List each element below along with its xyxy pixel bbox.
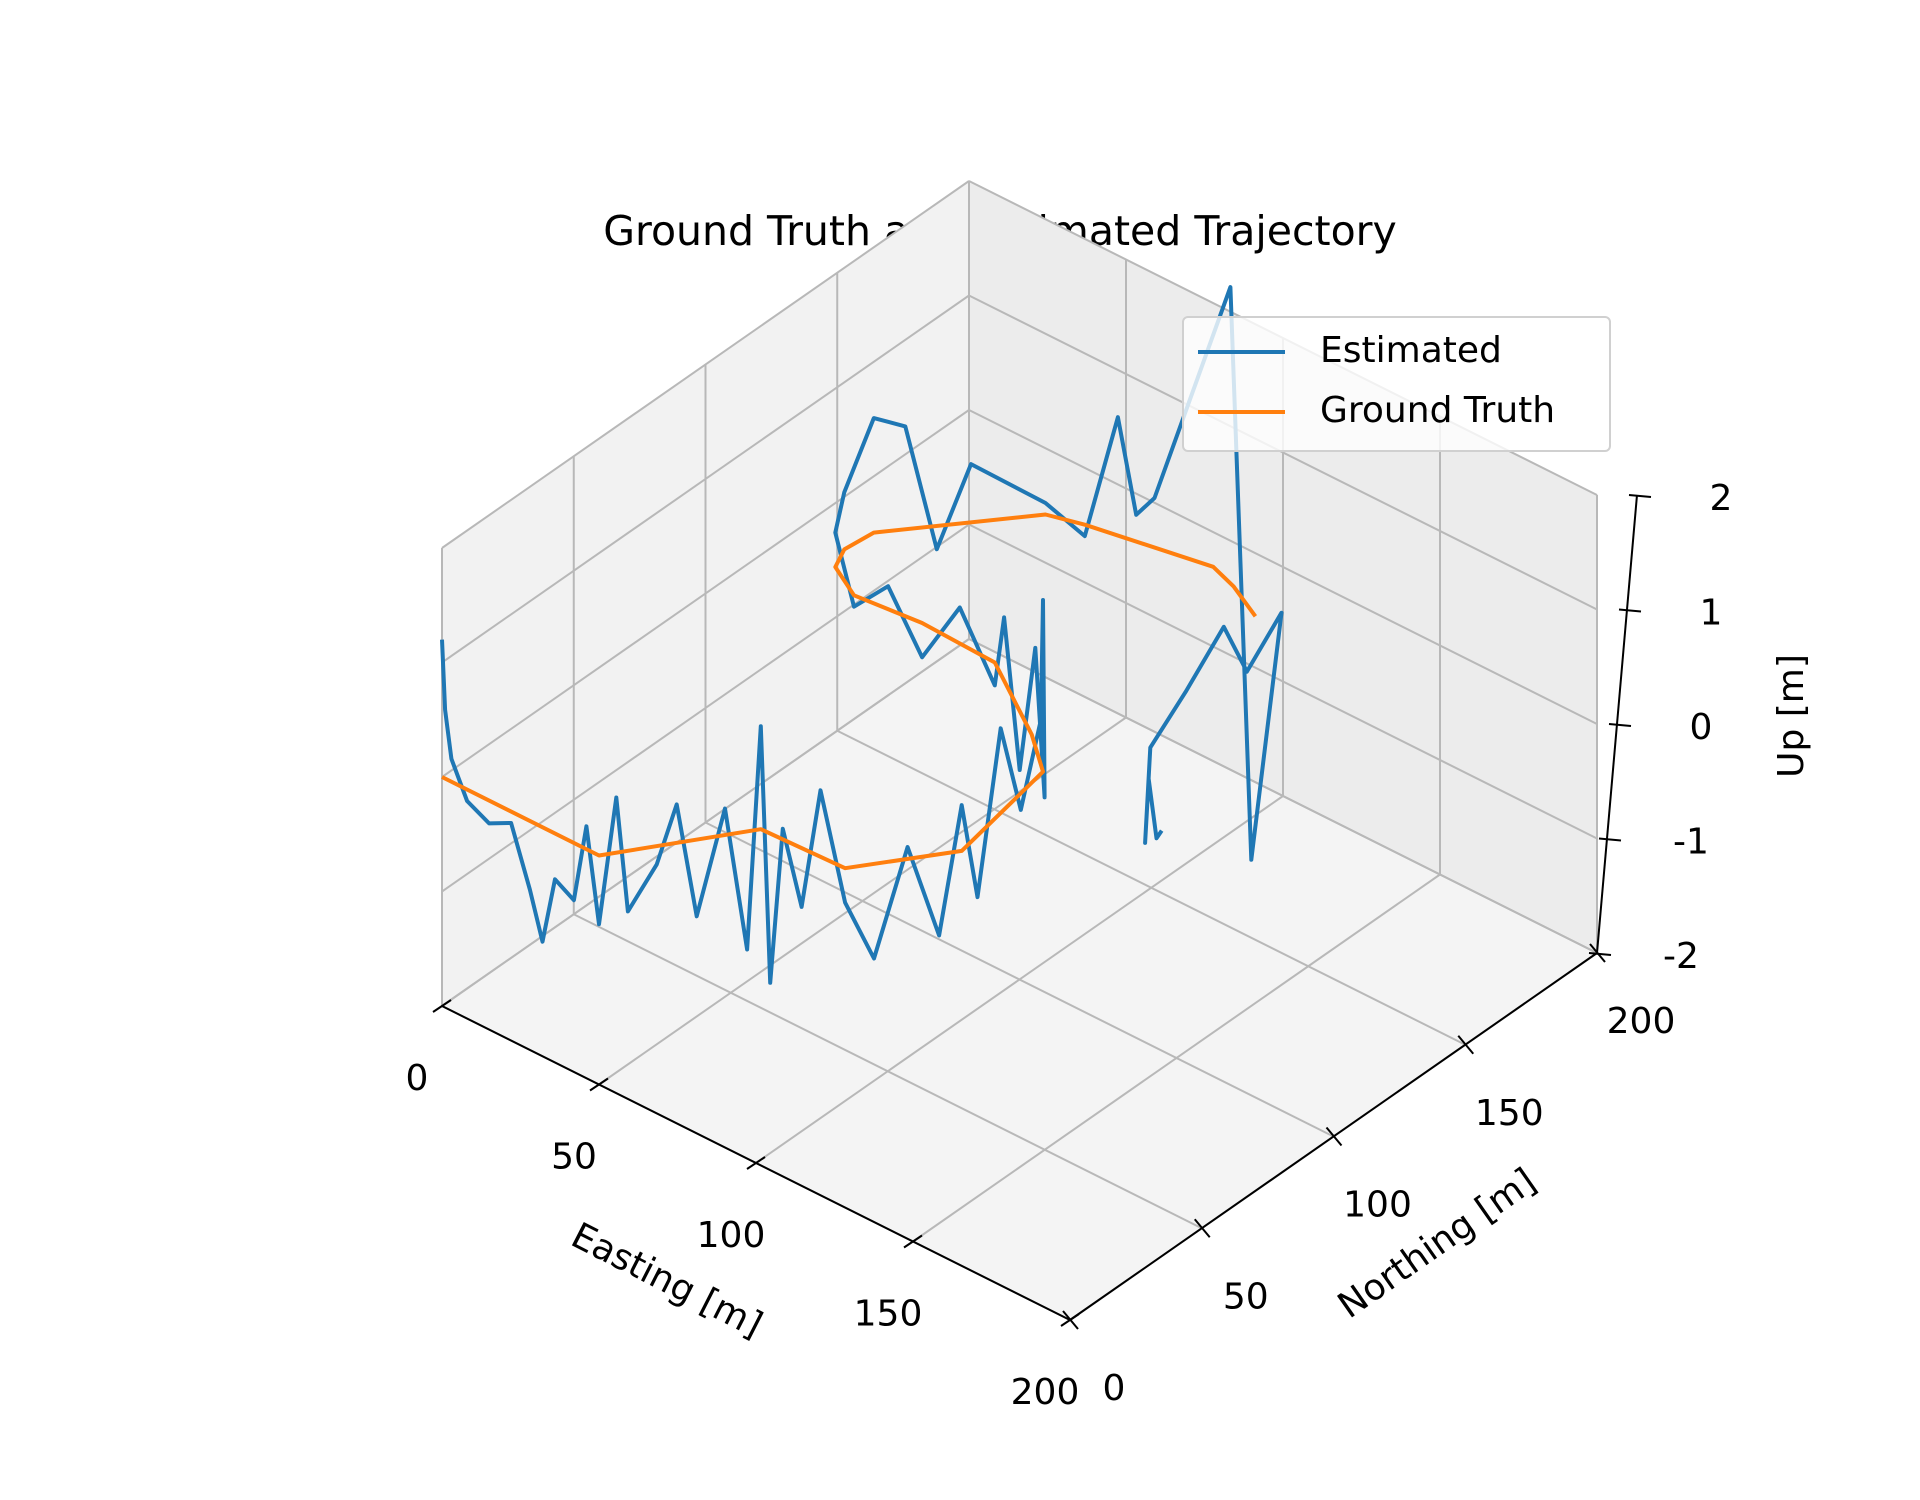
z-tick-label: -1 [1673, 822, 1709, 863]
x-tick-label: 0 [406, 1058, 429, 1099]
x-tick-label: 150 [854, 1294, 923, 1335]
y-tick-label: 50 [1223, 1276, 1269, 1317]
x-tick-label: 50 [551, 1137, 597, 1178]
grid-line [441, 409, 970, 778]
z-tick [1588, 952, 1612, 956]
y-tick-label: 150 [1475, 1093, 1544, 1134]
trajectory-line [441, 512, 1258, 871]
grid-line [573, 913, 1203, 1230]
grid-line [968, 409, 1598, 725]
y-tick-label: 0 [1103, 1368, 1126, 1409]
grid-line [968, 638, 1598, 954]
y-tick [1062, 1310, 1079, 1330]
x-tick-label: 200 [1011, 1372, 1080, 1413]
z-tick [1608, 723, 1632, 727]
z-tick [1628, 494, 1652, 498]
grid-line [836, 729, 1466, 1046]
z-axis-label: Up [m] [1771, 654, 1812, 778]
grid-line [705, 821, 1334, 1138]
z-tick-label: 2 [1710, 478, 1733, 519]
x-tick [746, 1156, 766, 1170]
grid-line [441, 523, 970, 893]
y-tick-label: 200 [1607, 1001, 1676, 1042]
grid-line [441, 180, 970, 549]
x-tick-label: 100 [697, 1215, 766, 1256]
x-tick [903, 1234, 923, 1249]
grid-line [441, 638, 970, 1007]
z-tick-label: 1 [1700, 593, 1723, 634]
x-tick [589, 1077, 609, 1092]
legend-label: Ground Truth [1320, 390, 1555, 431]
y-tick [1193, 1218, 1211, 1238]
z-tick [1618, 608, 1642, 613]
y-tick-label: 100 [1343, 1185, 1412, 1226]
y-tick [1325, 1126, 1343, 1147]
grid-line [441, 294, 970, 664]
trajectory-line [440, 285, 1284, 985]
y-tick [1457, 1035, 1475, 1055]
z-tick-label: -2 [1663, 936, 1699, 977]
grid-line [968, 523, 1598, 840]
z-tick [1598, 837, 1622, 842]
z-tick-label: 0 [1690, 707, 1713, 748]
grid-line [968, 294, 1598, 611]
legend-label: Estimated [1320, 330, 1502, 371]
legend-box [1182, 316, 1611, 452]
x-tick [432, 999, 452, 1013]
